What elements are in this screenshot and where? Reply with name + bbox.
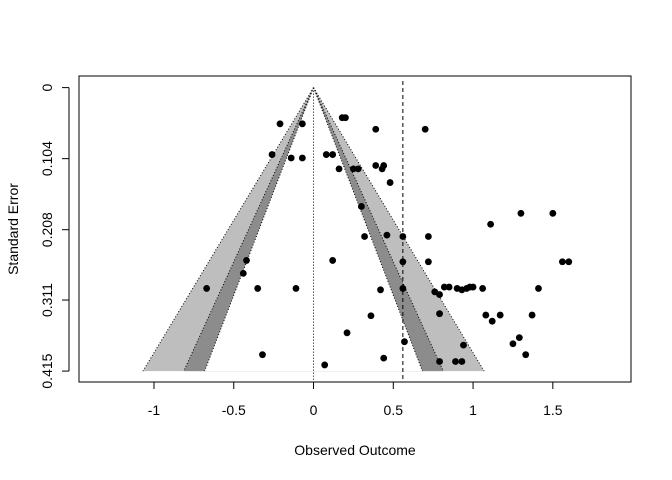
data-point (321, 361, 329, 369)
y-tick-label: 0.311 (39, 283, 55, 317)
plot-frame (78, 75, 632, 383)
x-axis: -1 -0.5 0 0.5 1 1.5 (148, 382, 563, 418)
data-point (276, 120, 284, 128)
data-point (254, 285, 262, 292)
data-point (399, 233, 407, 240)
data-point (488, 317, 496, 325)
data-point (401, 338, 408, 346)
data-point (259, 351, 266, 359)
data-point (436, 310, 443, 318)
data-point (517, 209, 525, 217)
data-point (239, 269, 247, 277)
x-tick-label: 1.5 (543, 402, 563, 418)
data-point (436, 291, 443, 298)
data-point (424, 258, 432, 266)
data-point (399, 285, 407, 292)
data-point (383, 231, 391, 239)
data-point (372, 162, 380, 169)
data-point (342, 114, 349, 122)
data-point (292, 285, 300, 292)
data-point (509, 340, 517, 348)
data-point (372, 125, 380, 133)
data-point (452, 358, 459, 365)
data-point (458, 358, 466, 365)
data-point (549, 209, 557, 217)
x-axis-title: Observed Outcome (294, 442, 416, 458)
data-point (558, 258, 566, 266)
data-point (268, 151, 276, 158)
data-point (335, 165, 343, 173)
data-point (515, 334, 523, 342)
funnel-boundary-lines (142, 87, 485, 372)
data-point (528, 311, 536, 319)
x-tick-label: 0 (310, 402, 318, 418)
data-point (421, 125, 429, 133)
y-axis: 0 0.104 0.208 0.311 0.415 (39, 84, 70, 389)
data-point (436, 358, 443, 365)
data-point (565, 258, 573, 266)
data-point (350, 165, 357, 173)
reference-lines (313, 81, 404, 382)
x-tick-label: 0.5 (384, 402, 404, 418)
data-point (322, 151, 330, 158)
data-point (357, 203, 365, 210)
data-point (445, 283, 453, 291)
data-point (469, 283, 477, 291)
funnel-boundary-line (313, 87, 444, 372)
x-tick-label: -1 (148, 402, 161, 418)
data-point (243, 257, 250, 264)
data-point (203, 285, 211, 292)
funnel-boundary-line (183, 87, 314, 372)
data-point (522, 351, 530, 359)
data-point (329, 151, 337, 158)
data-point (377, 286, 384, 294)
data-point (287, 154, 295, 162)
y-tick-label: 0.104 (39, 141, 55, 176)
data-point (367, 312, 375, 320)
data-point (329, 257, 337, 264)
data-point (487, 220, 495, 228)
data-point (298, 120, 306, 128)
data-point (343, 329, 351, 337)
data-point (380, 354, 388, 362)
x-tick-label: -0.5 (222, 402, 246, 418)
y-axis-title: Standard Error (5, 183, 21, 275)
data-point (535, 285, 542, 292)
data-point (482, 311, 490, 319)
y-tick-label: 0.208 (39, 212, 55, 247)
data-point (460, 341, 467, 349)
y-tick-label: 0.415 (39, 353, 55, 388)
y-tick-label: 0 (39, 84, 55, 92)
data-point (380, 162, 388, 169)
data-point (424, 233, 432, 240)
data-points (203, 114, 573, 369)
data-point (361, 233, 368, 240)
data-point (298, 154, 306, 162)
data-point (496, 311, 504, 319)
data-point (479, 285, 487, 292)
data-point (354, 165, 362, 173)
x-tick-label: 1 (469, 402, 477, 418)
funnel-boundary-line (313, 87, 485, 372)
funnel-boundary-line (142, 87, 314, 372)
data-point (399, 258, 407, 266)
data-point (440, 283, 448, 291)
data-point (386, 179, 394, 186)
